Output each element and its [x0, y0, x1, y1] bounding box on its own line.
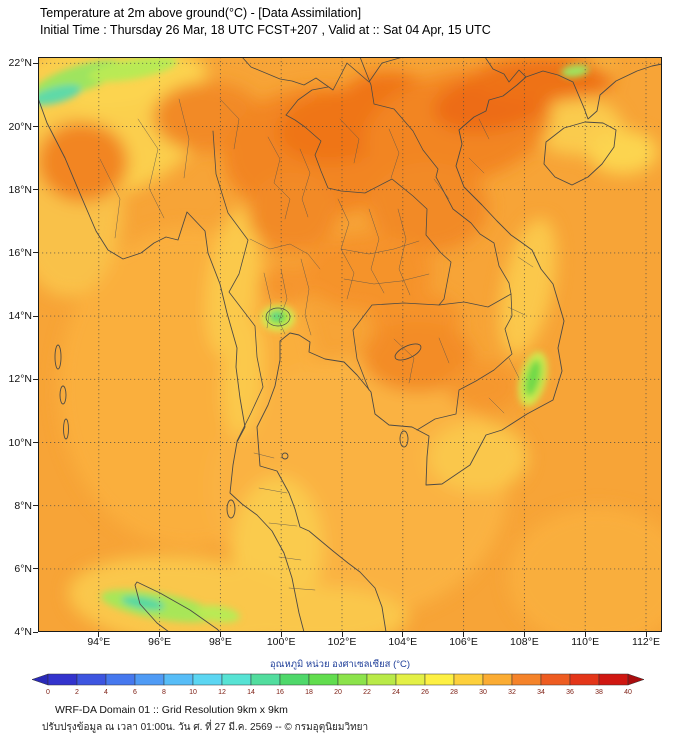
colorbar-tick-label: 0 [46, 689, 50, 696]
colorbar-right-arrow [627, 673, 645, 686]
colorbar-segment [453, 673, 484, 686]
colorbar-tick-label: 8 [162, 689, 166, 696]
footer-domain-info: WRF-DA Domain 01 :: Grid Resolution 9km … [55, 704, 288, 716]
lat-tick-label: 12°N [8, 373, 32, 386]
colorbar-tick-label: 36 [566, 689, 574, 696]
lat-tick-mark [33, 631, 38, 633]
footer-update-info: ปรับปรุงข้อมูล ณ เวลา 01:00น. วัน ศ. ที่… [42, 722, 369, 733]
lat-tick-label: 20°N [8, 120, 32, 133]
colorbar-left-arrow [31, 673, 49, 686]
lon-tick-label: 102°E [327, 636, 357, 648]
lat-tick-label: 8°N [14, 499, 32, 512]
colorbar-segment [395, 673, 426, 686]
colorbar-tick-label: 18 [305, 689, 313, 696]
lat-tick-mark [33, 315, 38, 317]
temperature-field [38, 57, 662, 632]
colorbar-segment [337, 673, 368, 686]
lat-tick-mark [33, 62, 38, 64]
country-borders [212, 57, 527, 442]
lon-tick-mark [341, 632, 343, 637]
lon-tick-label: 96°E [148, 636, 172, 648]
lat-tick-mark [33, 378, 38, 380]
colorbar-segment [482, 673, 513, 686]
lon-tick-label: 94°E [87, 636, 111, 648]
colorbar-tick-label: 10 [189, 689, 197, 696]
colorbar-segment [569, 673, 600, 686]
lon-tick-mark [219, 632, 221, 637]
lon-tick-mark [402, 632, 404, 637]
colorbar-segment [134, 673, 165, 686]
colorbar-segment [47, 673, 78, 686]
colorbar-tick-label: 22 [363, 689, 371, 696]
map-subtitle: Initial Time : Thursday 26 Mar, 18 UTC F… [40, 23, 491, 37]
lat-tick-label: 4°N [14, 626, 32, 639]
province-borders [99, 98, 534, 591]
lon-tick-label: 112°E [632, 636, 660, 648]
temperature-map [38, 57, 662, 632]
colorbar-tick-label: 28 [450, 689, 458, 696]
colorbar-tick-label: 34 [537, 689, 545, 696]
lat-tick-mark [33, 252, 38, 254]
colorbar-segment [424, 673, 455, 686]
cool-anomaly-spots [38, 57, 589, 623]
lon-tick-label: 110°E [571, 636, 600, 648]
colorbar-segment [308, 673, 339, 686]
colorbar-tick-label: 16 [276, 689, 284, 696]
colorbar-segment [221, 673, 252, 686]
lat-tick-label: 22°N [8, 57, 32, 70]
colorbar: 0 2 4 6 8 10 12 14 16 18 20 22 24 26 28 30 32 34 36 38 40 [31, 673, 645, 696]
lat-tick-label: 10°N [8, 436, 32, 449]
lon-tick-mark [280, 632, 282, 637]
lat-tick-mark [33, 189, 38, 191]
colorbar-segment [279, 673, 310, 686]
colorbar-tick-label: 2 [75, 689, 79, 696]
lon-tick-mark [523, 632, 525, 637]
colorbar-segment [105, 673, 136, 686]
colorbar-segment [163, 673, 194, 686]
colorbar-tick-label: 30 [479, 689, 487, 696]
colorbar-segment [598, 673, 629, 686]
map-frame [38, 57, 662, 632]
lon-tick-mark [584, 632, 586, 637]
lon-tick-mark [463, 632, 465, 637]
lon-tick-mark [98, 632, 100, 637]
map-title: Temperature at 2m above ground(°C) - [Da… [40, 6, 362, 20]
colorbar-tick-label: 20 [334, 689, 342, 696]
lat-tick-label: 14°N [8, 310, 32, 323]
lat-tick-mark [33, 126, 38, 127]
colorbar-tick-label: 26 [421, 689, 429, 696]
colorbar-tick-label: 24 [392, 689, 400, 696]
colorbar-tick-label: 38 [595, 689, 603, 696]
colorbar-tick-label: 6 [133, 689, 137, 696]
colorbar-segment [76, 673, 107, 686]
lon-tick-label: 98°E [208, 636, 232, 648]
lat-tick-mark [33, 505, 38, 507]
lon-tick-mark [645, 632, 647, 637]
lat-tick-mark [33, 568, 38, 570]
lat-tick-label: 18°N [8, 183, 32, 196]
lat-tick-label: 6°N [14, 562, 32, 575]
lon-tick-label: 108°E [510, 636, 539, 648]
colorbar-tick-label: 14 [247, 689, 255, 696]
colorbar-tick-label: 4 [104, 689, 108, 696]
colorbar-segment [250, 673, 281, 686]
coastlines [38, 63, 662, 632]
colorbar-segment [366, 673, 397, 686]
colorbar-segment [192, 673, 223, 686]
lon-tick-label: 106°E [449, 636, 478, 648]
lat-tick-label: 16°N [8, 246, 32, 259]
colorbar-segment [511, 673, 542, 686]
colorbar-title: อุณหภูมิ หน่วย องศาเซลเซียส (°C) [269, 659, 411, 670]
colorbar-tick-label: 12 [218, 689, 226, 696]
lon-tick-label: 104°E [388, 636, 418, 648]
lon-tick-label: 100°E [266, 636, 296, 648]
grid-lines [38, 57, 662, 632]
lat-tick-mark [33, 442, 38, 443]
colorbar-segment [540, 673, 571, 686]
colorbar-tick-label: 32 [508, 689, 516, 696]
lon-tick-mark [159, 632, 161, 637]
colorbar-tick-label: 40 [624, 689, 632, 696]
